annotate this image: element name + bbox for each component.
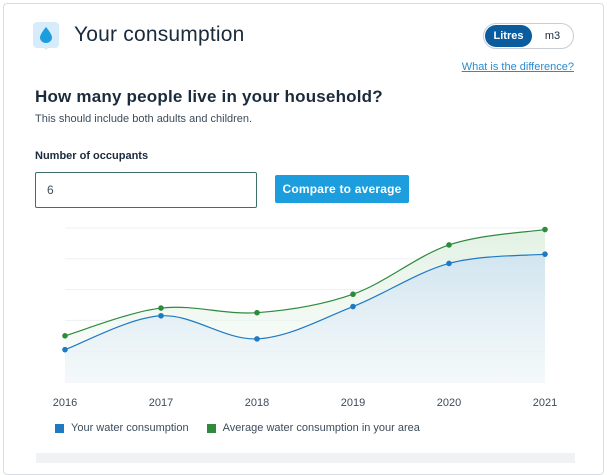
- chart-legend: Your water consumption Average water con…: [55, 422, 438, 434]
- unit-litres-option[interactable]: Litres: [485, 25, 532, 47]
- data-point-average-2020[interactable]: [446, 242, 452, 248]
- unit-m3-option[interactable]: m3: [544, 30, 561, 42]
- data-point-average-2021[interactable]: [542, 226, 548, 233]
- data-point-yours-2016[interactable]: [62, 346, 68, 353]
- legend-item-average: Average water consumption in your area: [206, 422, 420, 434]
- legend-item-yours: Your water consumption: [55, 422, 189, 434]
- occupants-input[interactable]: [35, 172, 257, 208]
- x-tick-label: 2016: [53, 397, 77, 409]
- data-point-yours-2017[interactable]: [158, 312, 164, 319]
- x-tick-label: 2017: [149, 397, 173, 409]
- household-hint: This should include both adults and chil…: [35, 113, 253, 125]
- data-point-yours-2020[interactable]: [446, 260, 452, 267]
- x-tick-label: 2019: [341, 397, 365, 409]
- unit-toggle[interactable]: Litres m3: [483, 23, 574, 49]
- legend-label-average: Average water consumption in your area: [222, 422, 420, 434]
- data-point-average-2016[interactable]: [62, 333, 68, 339]
- data-point-average-2017[interactable]: [158, 305, 164, 311]
- card-footer: [36, 453, 575, 463]
- difference-help-link[interactable]: What is the difference?: [461, 61, 574, 73]
- series-line-average: [64, 228, 546, 337]
- data-point-average-2018[interactable]: [254, 309, 260, 316]
- series-area-yours: [65, 254, 545, 382]
- household-question: How many people live in your household?: [35, 87, 383, 106]
- occupants-label: Number of occupants: [35, 150, 149, 162]
- series-line-yours: [64, 253, 546, 351]
- data-point-yours-2019[interactable]: [350, 303, 356, 310]
- legend-swatch-average: [206, 423, 216, 433]
- water-drop-icon: [33, 22, 59, 50]
- data-point-average-2019[interactable]: [350, 291, 356, 298]
- page-title: Your consumption: [74, 23, 245, 46]
- legend-swatch-yours: [55, 423, 64, 433]
- compare-to-average-button[interactable]: Compare to average: [275, 175, 409, 203]
- x-tick-label: 2020: [437, 397, 461, 409]
- data-point-yours-2021[interactable]: [542, 251, 548, 257]
- legend-label-yours: Your water consumption: [71, 422, 189, 434]
- x-tick-label: 2021: [533, 397, 557, 409]
- data-point-yours-2018[interactable]: [254, 336, 260, 342]
- consumption-chart: 2016 2017 2018 2019 2020 2021: [53, 226, 557, 409]
- x-tick-label: 2018: [245, 397, 269, 409]
